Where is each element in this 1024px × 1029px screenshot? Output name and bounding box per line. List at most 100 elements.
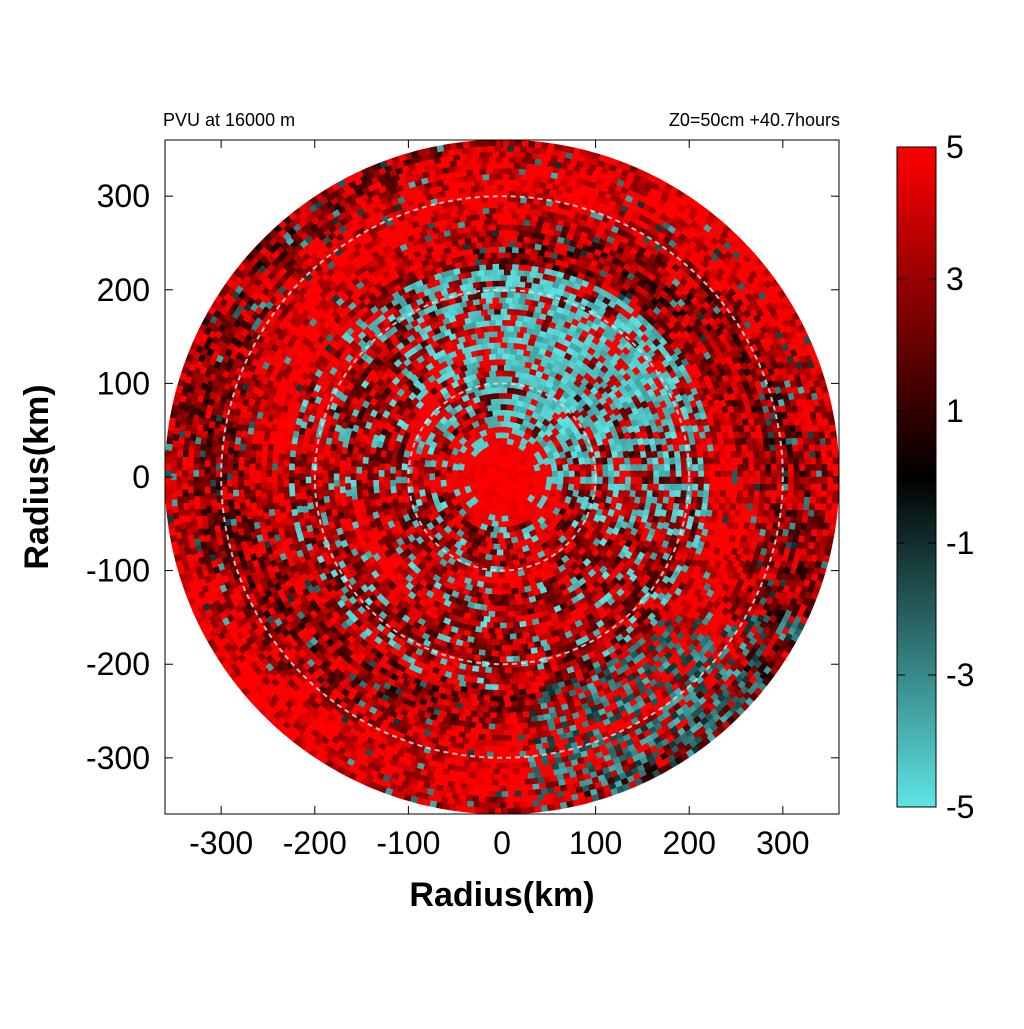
field-cell [503,549,511,556]
field-cell [322,489,330,498]
field-cell [730,496,738,504]
field-cell [507,370,516,378]
field-cell [488,610,496,618]
field-cell [511,280,519,288]
field-cell [476,677,485,685]
field-cell [509,582,518,590]
field-cell [557,469,565,478]
field-cell [731,489,738,498]
field-cell [709,476,716,484]
field-cell [294,492,302,501]
field-cell [498,667,506,674]
field-cell [355,459,363,468]
field-cell [499,274,508,281]
field-cell [618,463,626,471]
field-cell [703,463,711,471]
field-cell [493,543,501,551]
field-cell [499,291,508,298]
field-cell [512,638,521,646]
field-cell [658,476,666,485]
field-cell [696,496,704,504]
field-cell [613,463,621,471]
field-cell [511,263,519,271]
field-cell [501,515,510,523]
field-cell [321,470,329,478]
field-cell [478,280,487,288]
field-cell [498,701,506,708]
field-cell [476,235,485,243]
field-cell [514,303,523,310]
field-cell [613,469,621,478]
field-cell [494,577,503,585]
field-cell [277,460,284,468]
field-cell [658,483,666,491]
field-cell [702,489,710,498]
field-cell [488,370,497,378]
field-cell [580,476,587,485]
field-cell [509,330,518,338]
field-cell [726,470,733,478]
field-cell [730,450,738,458]
field-cell [327,483,335,491]
field-cell [496,235,505,242]
field-cell [266,450,274,458]
field-cell [488,593,496,601]
field-cell [344,463,352,471]
field-cell [333,486,341,494]
field-cell [496,695,505,703]
field-cell [485,666,493,674]
field-cell [517,700,526,708]
field-cell [451,469,458,478]
field-cell [417,476,424,485]
field-cell [512,274,521,282]
field-cell [499,325,508,332]
field-cell [504,554,513,562]
field-cell [316,473,323,481]
field-cell [501,431,510,439]
field-cell [400,476,408,485]
field-cell [480,672,488,679]
field-cell [372,479,380,488]
field-cell [504,263,513,270]
field-cell [517,280,526,288]
field-cell [551,476,559,485]
field-cell [491,263,500,270]
field-cell [327,476,334,485]
field-cell [669,489,676,498]
field-cell [499,403,508,411]
field-cell [503,235,511,242]
field-cell [496,633,505,641]
field-cell [509,695,518,702]
field-cell [613,483,621,491]
field-cell [714,483,722,491]
field-cell [509,347,518,355]
field-cell [490,235,498,242]
field-cell [494,515,503,523]
field-cell [288,456,296,465]
field-cell [519,688,528,696]
field-cell [707,450,715,458]
field-cell [394,476,402,485]
field-cell [596,463,604,471]
field-cell [509,678,518,686]
field-cell [508,627,516,635]
field-cell [411,473,419,481]
field-cell [501,302,510,309]
field-cell [514,319,523,327]
field-cell [260,492,268,501]
field-cell [498,280,506,287]
field-cell [551,469,559,478]
field-cell [713,496,721,504]
field-cell [504,537,513,545]
field-cell [271,456,279,465]
field-cell [493,341,501,349]
field-cell [584,483,592,491]
field-cell [294,460,301,468]
field-cell [506,325,514,332]
field-cell [729,502,737,511]
field-cell [647,463,654,471]
field-cell [260,466,267,475]
field-cell [613,476,621,485]
field-cell [509,633,518,641]
